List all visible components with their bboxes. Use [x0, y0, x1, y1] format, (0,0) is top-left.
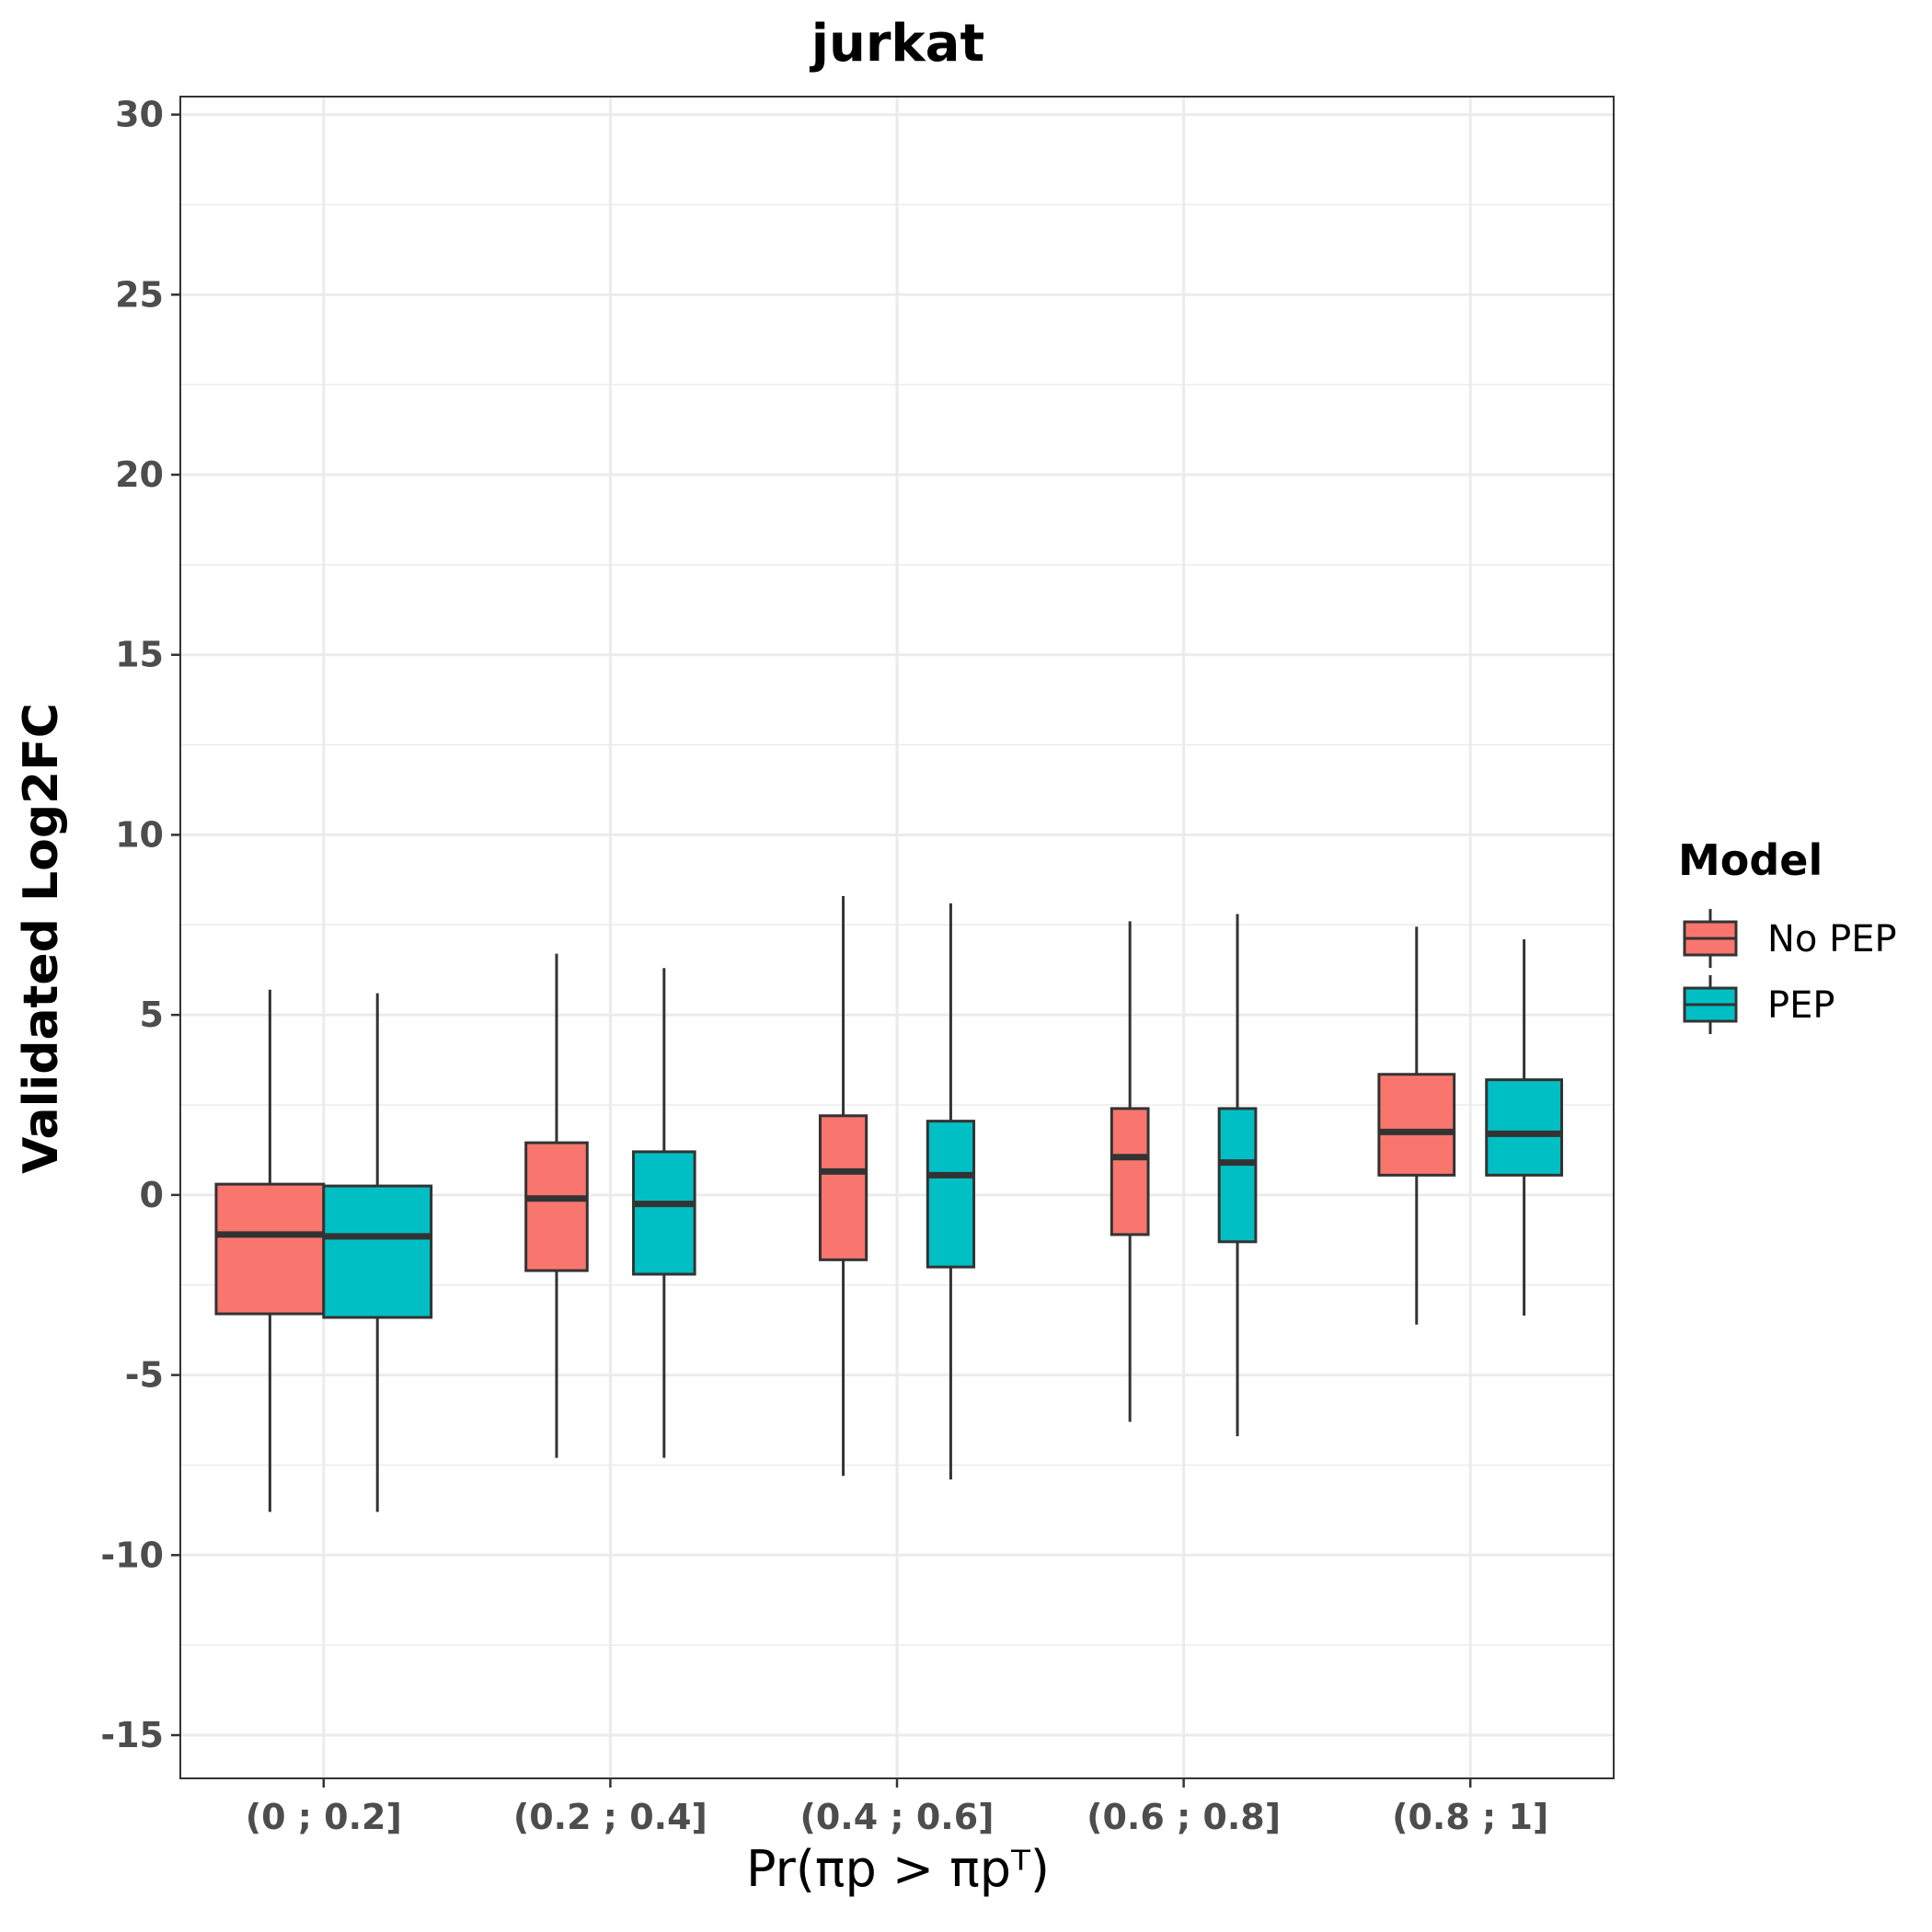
box-body: [818, 1114, 868, 1261]
legend-title: Model: [1678, 835, 1823, 885]
y-tick-label: -5: [125, 1355, 164, 1396]
x-tick-label: (0 ; 0.2]: [246, 1797, 402, 1837]
box-body: [214, 1182, 326, 1316]
box-body: [524, 1141, 589, 1272]
box-body: [1377, 1073, 1456, 1177]
box-body: [632, 1150, 696, 1276]
box-0-1: [524, 953, 589, 1458]
box-0-0: [214, 989, 326, 1512]
y-tick-label: 20: [115, 454, 164, 495]
legend-label: PEP: [1767, 984, 1835, 1027]
x-tick-label: (0.8 ; 1]: [1392, 1797, 1548, 1837]
box-body: [1485, 1078, 1564, 1177]
legend: Model No PEP PEP: [1678, 835, 1897, 1034]
box-0-3: [1110, 921, 1150, 1422]
y-tick-label: 10: [115, 814, 164, 855]
y-tick-label: -15: [100, 1715, 164, 1755]
box-1-3: [1217, 914, 1258, 1437]
box-body: [926, 1120, 976, 1269]
y-tick-label: 0: [140, 1175, 164, 1215]
x-axis: (0 ; 0.2] (0.2 ; 0.4] (0.4 ; 0.6] (0.6 ; 0.…: [246, 1778, 1548, 1837]
y-tick-label: 25: [115, 274, 164, 315]
box-0-2: [818, 895, 868, 1477]
boxes: [214, 895, 1564, 1512]
box-1-4: [1485, 938, 1564, 1317]
y-tick-label: 5: [140, 995, 164, 1035]
y-tick-label: -10: [100, 1535, 164, 1575]
box-1-2: [926, 903, 976, 1480]
chart-title: jurkat: [810, 14, 984, 74]
y-axis: -15 -10 -5 0 5 10 15 20 25 30: [100, 95, 180, 1755]
box-body: [322, 1184, 433, 1319]
x-tick-label: (0.4 ; 0.6]: [799, 1797, 994, 1837]
box-1-0: [322, 993, 433, 1512]
grid: [180, 97, 1614, 1778]
box-0-4: [1377, 926, 1456, 1325]
legend-label: No PEP: [1767, 918, 1897, 960]
y-axis-label: Validated Log2FC: [14, 703, 69, 1174]
x-axis-label: Pr(πp > πpᵀ): [746, 1840, 1050, 1898]
legend-item-1: PEP: [1683, 975, 1835, 1034]
legend-item-0: No PEP: [1683, 909, 1897, 968]
y-tick-label: 15: [115, 635, 164, 675]
y-tick-label: 30: [115, 95, 164, 135]
x-tick-label: (0.6 ; 0.8]: [1087, 1797, 1281, 1837]
x-tick-label: (0.2 ; 0.4]: [513, 1797, 707, 1837]
box-1-1: [632, 968, 696, 1458]
box-body: [1217, 1107, 1258, 1244]
box-body: [1110, 1107, 1150, 1236]
